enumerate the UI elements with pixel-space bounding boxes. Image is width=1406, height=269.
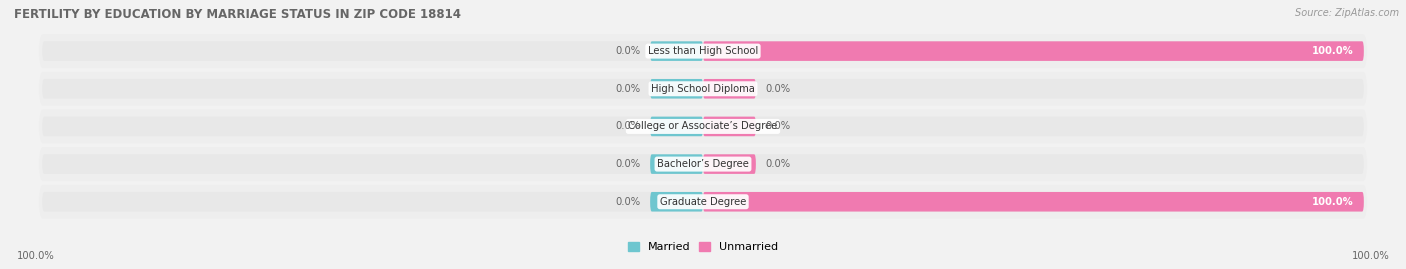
Text: College or Associate’s Degree: College or Associate’s Degree xyxy=(628,121,778,132)
FancyBboxPatch shape xyxy=(703,154,756,174)
FancyBboxPatch shape xyxy=(42,41,1364,61)
FancyBboxPatch shape xyxy=(650,192,703,211)
Text: 0.0%: 0.0% xyxy=(766,84,792,94)
Text: Bachelor’s Degree: Bachelor’s Degree xyxy=(657,159,749,169)
Legend: Married, Unmarried: Married, Unmarried xyxy=(623,237,783,256)
FancyBboxPatch shape xyxy=(703,41,1364,61)
Text: 0.0%: 0.0% xyxy=(614,197,640,207)
Text: 100.0%: 100.0% xyxy=(17,251,55,261)
FancyBboxPatch shape xyxy=(650,41,703,61)
Text: Graduate Degree: Graduate Degree xyxy=(659,197,747,207)
FancyBboxPatch shape xyxy=(703,192,1364,211)
Text: 0.0%: 0.0% xyxy=(614,159,640,169)
Text: 0.0%: 0.0% xyxy=(766,159,792,169)
FancyBboxPatch shape xyxy=(42,79,1364,98)
Text: FERTILITY BY EDUCATION BY MARRIAGE STATUS IN ZIP CODE 18814: FERTILITY BY EDUCATION BY MARRIAGE STATU… xyxy=(14,8,461,21)
Text: Source: ZipAtlas.com: Source: ZipAtlas.com xyxy=(1295,8,1399,18)
FancyBboxPatch shape xyxy=(703,117,756,136)
Text: 0.0%: 0.0% xyxy=(766,121,792,132)
FancyBboxPatch shape xyxy=(39,72,1367,106)
FancyBboxPatch shape xyxy=(39,147,1367,181)
Text: 100.0%: 100.0% xyxy=(1312,197,1354,207)
FancyBboxPatch shape xyxy=(650,154,703,174)
Text: 100.0%: 100.0% xyxy=(1351,251,1389,261)
Text: 0.0%: 0.0% xyxy=(614,46,640,56)
FancyBboxPatch shape xyxy=(39,34,1367,68)
Text: Less than High School: Less than High School xyxy=(648,46,758,56)
FancyBboxPatch shape xyxy=(39,185,1367,219)
FancyBboxPatch shape xyxy=(42,117,1364,136)
Text: 0.0%: 0.0% xyxy=(614,84,640,94)
FancyBboxPatch shape xyxy=(650,79,703,98)
Text: 0.0%: 0.0% xyxy=(614,121,640,132)
FancyBboxPatch shape xyxy=(703,79,756,98)
Text: 100.0%: 100.0% xyxy=(1312,46,1354,56)
FancyBboxPatch shape xyxy=(39,109,1367,143)
FancyBboxPatch shape xyxy=(42,192,1364,211)
FancyBboxPatch shape xyxy=(42,154,1364,174)
FancyBboxPatch shape xyxy=(650,117,703,136)
Text: High School Diploma: High School Diploma xyxy=(651,84,755,94)
